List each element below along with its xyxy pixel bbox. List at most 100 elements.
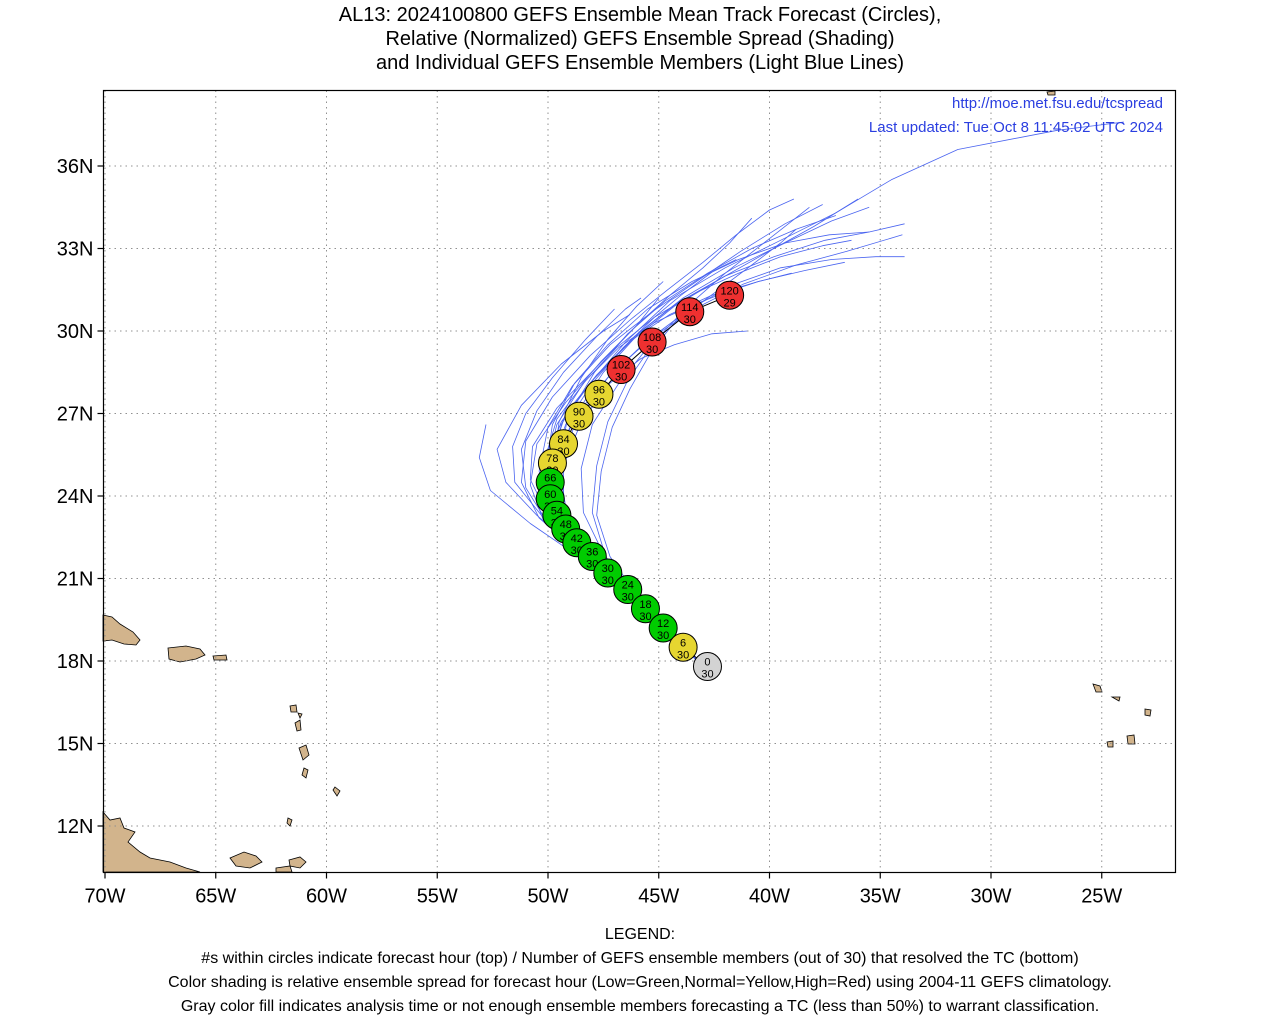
forecast-hour: 78	[546, 453, 558, 465]
member-track	[552, 281, 704, 667]
map-frame	[102, 89, 1177, 874]
legend-line-2: Color shading is relative ensemble sprea…	[168, 974, 1112, 991]
map-axes: 12N 15N 18N 21N 24N 27N 30N 33N 36N 70W 65W 60W 55W 5…	[57, 156, 1123, 908]
member-count: 30	[639, 611, 651, 623]
forecast-hour: 90	[573, 406, 585, 418]
forecast-hour: 12	[657, 618, 669, 630]
track-circle	[564, 401, 594, 431]
member-count: 30	[622, 592, 634, 604]
land-shape	[102, 614, 141, 646]
forecast-hour: 0	[704, 657, 710, 669]
land-shape	[332, 786, 341, 797]
lon-tick-label: 45W	[638, 886, 679, 908]
forecast-hour: 84	[557, 434, 569, 446]
track-circle	[648, 613, 678, 643]
forecast-hour: 96	[593, 384, 605, 396]
forecast-hour: 36	[586, 547, 598, 559]
lon-tick-label: 60W	[306, 886, 347, 908]
forecast-hour: 54	[551, 505, 563, 517]
forecast-hour: 24	[622, 580, 634, 592]
track-circle	[613, 575, 643, 604]
forecast-hour: 6	[680, 637, 686, 649]
legend-line-1: #s within circles indicate forecast hour…	[201, 950, 1079, 967]
title-line-2: Relative (Normalized) GEFS Ensemble Spre…	[385, 28, 895, 50]
land-shape	[288, 856, 307, 869]
forecast-hour: 60	[544, 489, 556, 501]
member-count: 30	[684, 314, 696, 326]
track-circle	[593, 558, 623, 588]
lon-tick-label: 55W	[417, 886, 458, 908]
member-count: 30	[646, 344, 658, 356]
lat-tick-label: 24N	[57, 486, 94, 508]
legend-heading: LEGEND:	[604, 926, 676, 943]
track-map: 1202911430108301023096309030843078306630…	[57, 89, 1177, 908]
member-count: 30	[677, 649, 689, 661]
track-point: 030	[692, 652, 722, 681]
legend: LEGEND: #s within circles indicate forec…	[0, 923, 1280, 1019]
land-shape	[297, 712, 303, 719]
land-masses	[102, 90, 1152, 873]
land-shape	[229, 851, 263, 869]
land-shape	[298, 744, 310, 761]
land-shape	[275, 865, 293, 873]
member-count: 29	[724, 297, 736, 309]
mean-track: 1202911430108301023096309030843078306630…	[535, 280, 745, 681]
forecast-hour: 42	[571, 533, 583, 545]
track-circle	[630, 594, 660, 624]
forecast-hour: 66	[544, 472, 556, 484]
forecast-hour: 120	[720, 285, 738, 297]
forecast-hour: 102	[612, 360, 630, 372]
land-shape	[167, 645, 206, 663]
legend-line-3: Gray color fill indicates analysis time …	[180, 998, 1100, 1015]
lat-tick-label: 36N	[57, 156, 94, 178]
lon-tick-label: 40W	[749, 886, 790, 908]
forecast-hour: 18	[639, 599, 651, 611]
member-track	[558, 256, 905, 667]
track-circle	[584, 379, 614, 409]
lon-tick-label: 30W	[970, 886, 1011, 908]
land-shape	[1144, 708, 1152, 717]
land-shape	[289, 704, 298, 713]
track-point: 630	[668, 632, 698, 662]
member-track	[496, 314, 704, 667]
land-shape	[294, 719, 302, 732]
land-shape	[286, 817, 293, 827]
lat-tick-label: 33N	[57, 239, 94, 261]
lat-tick-label: 18N	[57, 651, 94, 673]
title-line-3: and Individual GEFS Ensemble Members (Li…	[375, 52, 905, 74]
lon-tick-label: 50W	[527, 886, 568, 908]
land-shape	[301, 767, 309, 779]
title-line-1: AL13: 2024100800 GEFS Ensemble Mean Trac…	[338, 4, 942, 26]
lat-tick-label: 15N	[57, 734, 94, 756]
lat-tick-label: 21N	[57, 569, 94, 591]
member-track	[543, 272, 792, 667]
lat-tick-label: 12N	[57, 816, 94, 838]
lon-tick-label: 25W	[1081, 886, 1122, 908]
track-circle	[692, 652, 722, 681]
member-count: 30	[701, 669, 713, 681]
lat-tick-label: 30N	[57, 321, 94, 343]
land-shape	[1110, 696, 1121, 702]
last-updated: Last updated: Tue Oct 8 11:45:02 UTC 202…	[869, 119, 1163, 136]
member-count: 30	[593, 396, 605, 408]
land-shape	[1126, 734, 1136, 745]
member-track	[538, 204, 823, 667]
member-count: 30	[573, 418, 585, 430]
ensemble-member-tracks	[478, 121, 1124, 667]
member-count: 30	[615, 372, 627, 384]
lat-tick-label: 27N	[57, 404, 94, 426]
track-circle	[675, 297, 705, 327]
forecast-hour: 108	[643, 332, 661, 344]
track-circle	[715, 280, 745, 310]
lon-tick-label: 35W	[860, 886, 901, 908]
lon-tick-label: 65W	[195, 886, 236, 908]
